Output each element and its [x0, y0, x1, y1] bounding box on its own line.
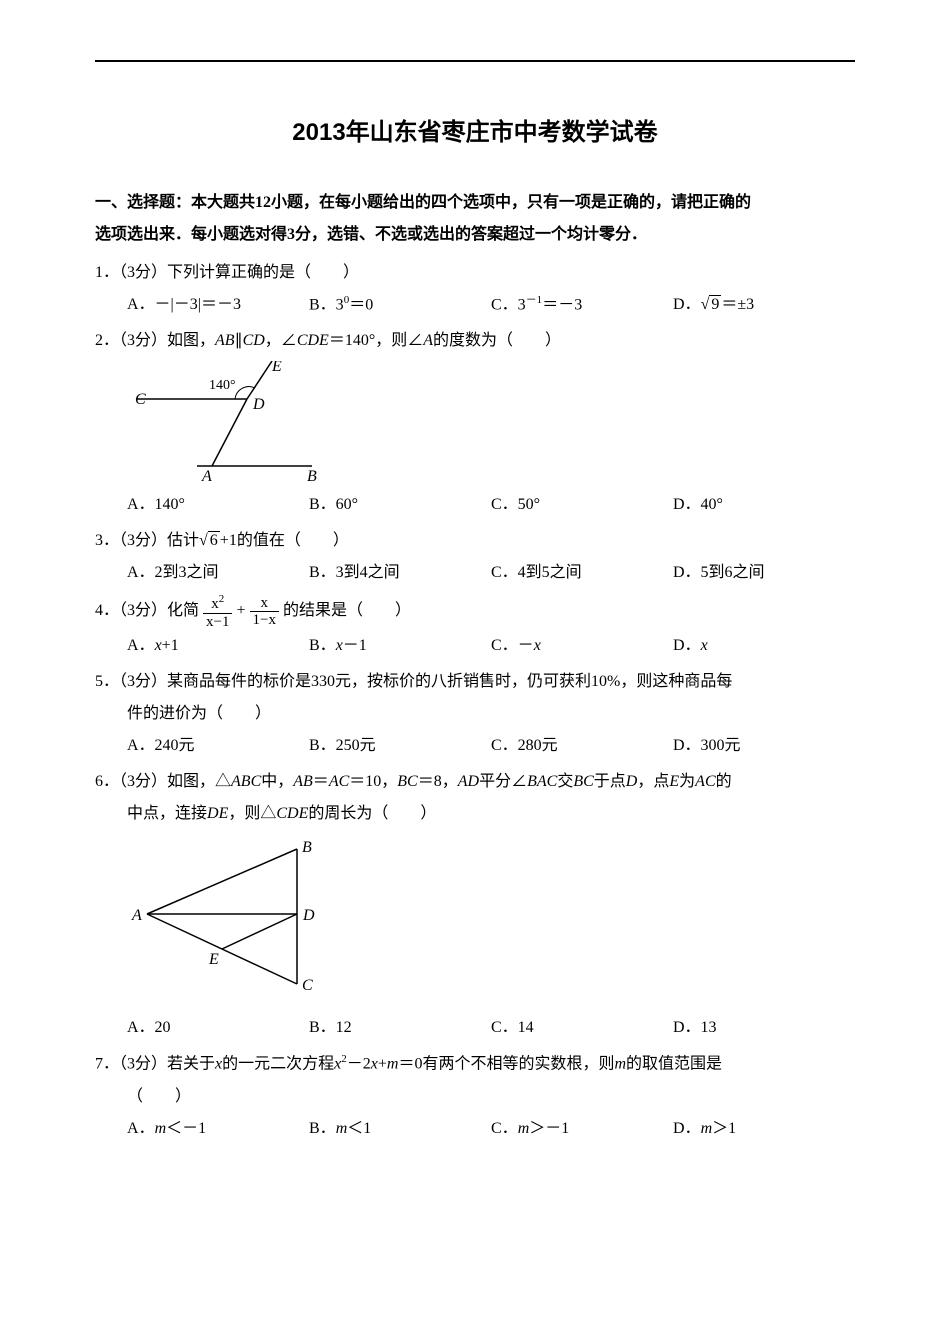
q3-stem: 3．（3分）估计√6+1的值在（ ） — [95, 525, 855, 557]
q6-options: A．20 B．12 C．14 D．13 — [95, 1012, 855, 1044]
question-2: 2．（3分）如图，AB∥CD，∠CDE＝140°，则∠A的度数为（ ） C D … — [95, 325, 855, 521]
q4-option-c: C．－x — [491, 630, 673, 662]
q1-option-d: D．√9＝±3 — [673, 289, 855, 321]
section-header: 一、选择题：本大题共12小题，在每小题给出的四个选项中，只有一项是正确的，请把正… — [95, 187, 855, 251]
q1-stem: 1．（3分）下列计算正确的是（ ） — [95, 257, 855, 289]
question-6: 6．（3分）如图，△ABC中，AB＝AC＝10，BC＝8，AD平分∠BAC交BC… — [95, 766, 855, 1044]
q1-option-b: B．30＝0 — [309, 289, 491, 321]
q7-option-c: C．m＞－1 — [491, 1113, 673, 1145]
q2-label-a: A — [201, 468, 212, 481]
q6-label-b: B — [302, 839, 312, 856]
q6-option-c: C．14 — [491, 1012, 673, 1044]
q6-option-b: B．12 — [309, 1012, 491, 1044]
q7-stem-l2: （ ） — [95, 1081, 855, 1113]
q5-stem-l2: 件的进价为（ ） — [95, 698, 855, 730]
q2-option-d: D．40° — [673, 489, 855, 521]
q6-label-d: D — [302, 907, 315, 924]
q2-angle-label: 140° — [209, 378, 236, 393]
q2-option-b: B．60° — [309, 489, 491, 521]
question-4: 4．（3分）化简 x2 x−1 + x 1−x 的结果是（ ） A．x+1 B．… — [95, 593, 855, 662]
q7-options: A．m＜－1 B．m＜1 C．m＞－1 D．m＞1 — [95, 1113, 855, 1145]
q5-option-c: C．280元 — [491, 730, 673, 762]
q2-stem: 2．（3分）如图，AB∥CD，∠CDE＝140°，则∠A的度数为（ ） — [95, 325, 855, 357]
q4-options: A．x+1 B．x－1 C．－x D．x — [95, 630, 855, 662]
question-3: 3．（3分）估计√6+1的值在（ ） A．2到3之间 B．3到4之间 C．4到5… — [95, 525, 855, 589]
q7-option-d: D．m＞1 — [673, 1113, 855, 1145]
q1-option-a: A．－|－3|＝－3 — [127, 289, 309, 321]
q7-stem-l1: 7．（3分）若关于x的一元二次方程x2－2x+m＝0有两个不相等的实数根，则m的… — [95, 1048, 855, 1080]
q3-options: A．2到3之间 B．3到4之间 C．4到5之间 D．5到6之间 — [95, 557, 855, 589]
q6-option-a: A．20 — [127, 1012, 309, 1044]
q1-option-c: C．3－1＝－3 — [491, 289, 673, 321]
fraction-2: x 1−x — [250, 595, 279, 629]
q4-option-b: B．x－1 — [309, 630, 491, 662]
q2-options: A．140° B．60° C．50° D．40° — [95, 489, 855, 521]
question-1: 1．（3分）下列计算正确的是（ ） A．－|－3|＝－3 B．30＝0 C．3－… — [95, 257, 855, 321]
fraction-1: x2 x−1 — [203, 593, 232, 630]
q4-stem: 4．（3分）化简 x2 x−1 + x 1−x 的结果是（ ） — [95, 593, 855, 630]
q1-options: A．－|－3|＝－3 B．30＝0 C．3－1＝－3 D．√9＝±3 — [95, 289, 855, 321]
q3-option-b: B．3到4之间 — [309, 557, 491, 589]
q5-stem-l1: 5．（3分）某商品每件的标价是330元，按标价的八折销售时，仍可获利10%，则这… — [95, 666, 855, 698]
q6-stem-l2: 中点，连接DE，则△CDE的周长为（ ） — [95, 798, 855, 830]
q7-option-a: A．m＜－1 — [127, 1113, 309, 1145]
q2-option-c: C．50° — [491, 489, 673, 521]
q2-label-c: C — [135, 391, 146, 408]
question-5: 5．（3分）某商品每件的标价是330元，按标价的八折销售时，仍可获利10%，则这… — [95, 666, 855, 762]
q3-option-a: A．2到3之间 — [127, 557, 309, 589]
q6-stem-l1: 6．（3分）如图，△ABC中，AB＝AC＝10，BC＝8，AD平分∠BAC交BC… — [95, 766, 855, 798]
q6-option-d: D．13 — [673, 1012, 855, 1044]
q3-option-c: C．4到5之间 — [491, 557, 673, 589]
q6-label-c: C — [302, 977, 313, 994]
q4-option-d: D．x — [673, 630, 855, 662]
q3-option-d: D．5到6之间 — [673, 557, 855, 589]
top-rule — [95, 60, 855, 62]
sqrt-icon: √6 — [199, 525, 220, 557]
q6-label-e: E — [208, 951, 219, 968]
sqrt-icon: √9 — [701, 289, 722, 321]
exam-title: 2013年山东省枣庄市中考数学试卷 — [95, 112, 855, 147]
q2-label-b: B — [307, 468, 317, 481]
question-7: 7．（3分）若关于x的一元二次方程x2－2x+m＝0有两个不相等的实数根，则m的… — [95, 1048, 855, 1144]
q2-label-d: D — [252, 396, 265, 413]
q5-option-b: B．250元 — [309, 730, 491, 762]
page: 2013年山东省枣庄市中考数学试卷 一、选择题：本大题共12小题，在每小题给出的… — [95, 0, 855, 1189]
q2-label-e: E — [271, 361, 282, 375]
q6-figure: A B C D E — [95, 834, 855, 1004]
q5-option-d: D．300元 — [673, 730, 855, 762]
q6-label-a: A — [131, 907, 142, 924]
q4-option-a: A．x+1 — [127, 630, 309, 662]
q5-option-a: A．240元 — [127, 730, 309, 762]
q7-option-b: B．m＜1 — [309, 1113, 491, 1145]
q2-figure: C D E A B 140° — [95, 361, 855, 481]
q2-option-a: A．140° — [127, 489, 309, 521]
section-line-2: 选项选出来．每小题选对得3分，选错、不选或选出的答案超过一个均计零分． — [95, 226, 647, 243]
q5-options: A．240元 B．250元 C．280元 D．300元 — [95, 730, 855, 762]
section-line-1: 一、选择题：本大题共12小题，在每小题给出的四个选项中，只有一项是正确的，请把正… — [95, 194, 751, 211]
